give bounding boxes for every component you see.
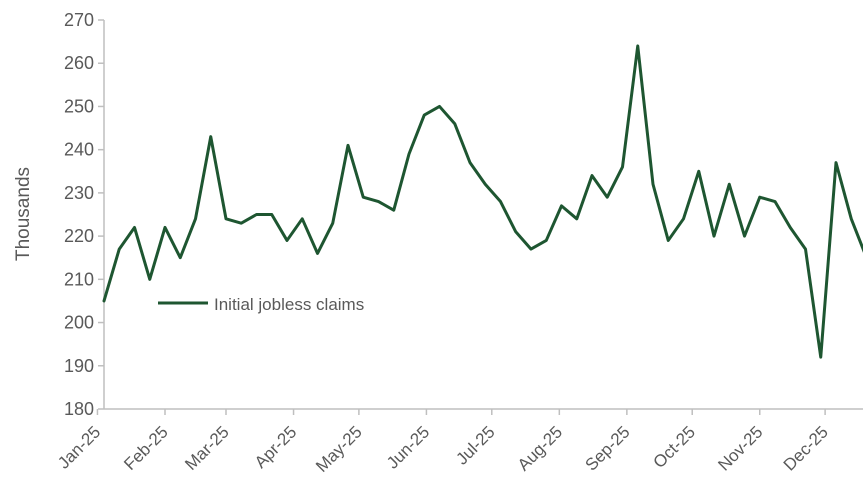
legend-label: Initial jobless claims	[214, 295, 364, 314]
x-tick-label: Mar-25	[181, 422, 233, 474]
y-tick-label: 260	[64, 53, 94, 73]
x-tick-label: Sep-25	[581, 422, 633, 474]
x-tick-label: May-25	[312, 422, 366, 476]
x-tick-label: Jun-25	[383, 422, 433, 472]
y-tick-label: 190	[64, 356, 94, 376]
y-tick-label: 240	[64, 140, 94, 160]
y-tick-label: 210	[64, 269, 94, 289]
x-tick-label: Feb-25	[120, 422, 172, 474]
x-tick-label: Jul-25	[452, 422, 498, 468]
x-axis-ticks: Jan-25 Feb-25 Mar-25 Apr-25 May-25 Jun-25 Jul-…	[54, 409, 832, 476]
x-tick-label: Dec-25	[780, 422, 832, 474]
x-tick-label: Apr-25	[251, 422, 301, 472]
x-tick-label: Oct-25	[650, 422, 700, 472]
y-tick-label: 200	[64, 313, 94, 333]
x-tick-label: Aug-25	[514, 422, 566, 474]
y-axis-label: Thousands	[13, 167, 34, 261]
x-tick-label: Nov-25	[714, 422, 766, 474]
x-tick-label: Jan-25	[54, 422, 104, 472]
y-axis-ticks: 180 190 200 210 220 230 240 250 260 270	[64, 10, 104, 419]
y-tick-label: 180	[64, 399, 94, 419]
y-tick-label: 230	[64, 183, 94, 203]
y-tick-label: 270	[64, 10, 94, 30]
series-line-initial-jobless-claims	[102, 44, 863, 359]
y-tick-label: 220	[64, 226, 94, 246]
y-tick-label: 250	[64, 96, 94, 116]
